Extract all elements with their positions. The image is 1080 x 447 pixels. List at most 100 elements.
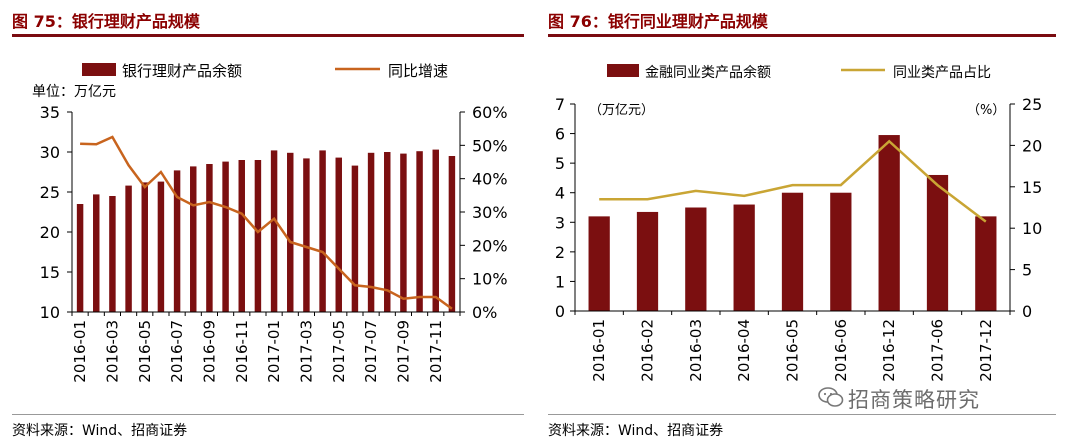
watermark: 招商策略研究 [848, 388, 980, 412]
left-chart-title: 图 75：银行理财产品规模 [12, 12, 200, 31]
x-tick-label: 2016-09 [200, 320, 218, 383]
y-left-tick-label: 15 [40, 263, 60, 282]
y-left-tick-label: 1 [555, 272, 565, 291]
legend-swatch-balance [82, 63, 116, 76]
y-right-tick-label: 10% [472, 270, 508, 289]
bar-2017-07 [367, 152, 375, 312]
x-tick-label: 2016-11 [233, 320, 251, 383]
y-right-tick-label: 15 [1022, 178, 1042, 197]
bar-2017-11 [432, 149, 439, 312]
right-chart-title: 图 76：银行同业理财产品规模 [548, 12, 768, 31]
x-tick-label: 2017-07 [362, 320, 380, 383]
y-left-tick-label: 35 [40, 103, 60, 122]
bar-2016-06 [157, 181, 165, 312]
x-tick-label: 2017-12 [977, 319, 995, 382]
bar-2016-01 [76, 204, 84, 312]
bar-2016-09 [206, 164, 213, 312]
y-right-tick-label: 0 [1022, 302, 1032, 321]
bar-2016-12 [254, 160, 262, 312]
y-right-tick-label: 40% [472, 170, 508, 189]
bar-2016-07 [173, 170, 181, 312]
x-tick-label: 2017-03 [297, 320, 315, 383]
y-right-tick-label: 20% [472, 236, 508, 255]
y-right-tick-label: 10 [1022, 219, 1042, 238]
x-tick-label: 2016-04 [735, 319, 753, 382]
x-tick-label: 2016-12 [880, 319, 898, 382]
bar-2017-01 [270, 150, 278, 312]
bar-2016-03 [685, 207, 707, 311]
bar-2017-03 [303, 158, 310, 312]
x-tick-label: 2016-03 [687, 319, 705, 382]
left-chart: 10 15 20 25 30 35 0% 10% 20% 30% 40% 50% 60% 2016-01 2… [32, 62, 508, 383]
bar-2016-04 [125, 185, 132, 312]
x-tick-label: 2016-03 [103, 320, 121, 383]
right-title-rule [548, 34, 1056, 37]
bar-2016-03 [109, 196, 116, 312]
bar-2017-06 [351, 165, 359, 312]
bar-2017-09 [400, 153, 407, 312]
right-bottom-rule [548, 414, 1056, 415]
legend-label-balance: 银行理财产品余额 [122, 62, 242, 80]
bar-2017-06 [926, 174, 949, 311]
legend-label-interbank-balance: 金融同业类产品余额 [645, 64, 771, 81]
y-left-tick-label: 10 [40, 303, 60, 322]
y-right-tick-label: 20 [1022, 136, 1042, 155]
y-left-tick-label: 7 [555, 95, 565, 114]
legend-swatch-interbank-balance [607, 64, 639, 77]
bar-2016-05 [141, 182, 148, 312]
bar-2017-12 [975, 216, 997, 311]
x-tick-label: 2017-09 [394, 320, 412, 383]
bar-2016-01 [588, 216, 610, 311]
y-right-tick-label: 0% [472, 303, 497, 322]
left-source: 资料来源：Wind、招商证券 [12, 423, 188, 439]
bar-2017-12 [448, 156, 456, 312]
y-right-tick-label: 25 [1022, 95, 1042, 114]
y-left-tick-label: 3 [555, 213, 565, 232]
x-tick-label: 2017-06 [929, 319, 947, 382]
bar-2017-05 [335, 157, 342, 312]
x-tick-label: 2016-01 [71, 320, 89, 383]
y-left-tick-label: 5 [555, 154, 565, 173]
x-tick-label: 2016-06 [832, 319, 850, 382]
right-chart: 0 1 2 3 4 5 6 7 0 5 10 15 20 25 2016-01 2016-02 2016-03 2… [555, 64, 1042, 382]
bar-2016-05 [781, 192, 804, 311]
bar-2017-04 [319, 150, 326, 312]
bar-2016-06 [830, 192, 852, 311]
x-tick-label: 2016-01 [590, 319, 608, 382]
right-unit-left: （万亿元） [589, 103, 654, 118]
bar-2016-10 [222, 161, 229, 312]
y-left-tick-label: 30 [40, 143, 60, 162]
y-left-tick-label: 0 [555, 302, 565, 321]
bar-2016-08 [190, 166, 197, 312]
y-left-tick-label: 4 [555, 184, 565, 203]
bar-2016-04 [733, 204, 755, 311]
y-right-tick-label: 60% [472, 103, 508, 122]
right-unit-right: （%） [967, 103, 1005, 118]
y-left-tick-label: 25 [40, 183, 60, 202]
bar-2017-10 [416, 151, 423, 312]
left-unit-label: 单位：万亿元 [32, 84, 116, 100]
y-right-tick-label: 50% [472, 136, 508, 155]
y-right-tick-label: 30% [472, 203, 508, 222]
bar-2016-11 [238, 160, 245, 312]
x-tick-label: 2016-02 [639, 319, 657, 382]
bar-2016-12 [878, 135, 900, 311]
legend-label-interbank-share: 同业类产品占比 [893, 65, 991, 81]
bar-2016-02 [93, 194, 100, 312]
y-left-tick-label: 20 [40, 223, 60, 242]
wechat-icon [818, 387, 844, 407]
y-right-tick-label: 5 [1022, 261, 1032, 280]
x-tick-label: 2016-05 [136, 320, 154, 383]
right-source: 资料来源：Wind、招商证券 [548, 423, 724, 439]
x-tick-label: 2017-11 [427, 320, 445, 383]
bar-2016-02 [636, 211, 659, 311]
legend-label-growth: 同比增速 [388, 62, 448, 80]
x-tick-label: 2017-05 [330, 320, 348, 383]
y-left-tick-label: 6 [555, 125, 565, 144]
left-growth-line [80, 135, 453, 310]
x-tick-label: 2016-05 [784, 319, 802, 382]
y-left-tick-label: 2 [555, 243, 565, 262]
bar-2017-02 [287, 152, 294, 312]
left-bottom-rule [12, 414, 524, 415]
bar-2017-08 [384, 152, 391, 312]
